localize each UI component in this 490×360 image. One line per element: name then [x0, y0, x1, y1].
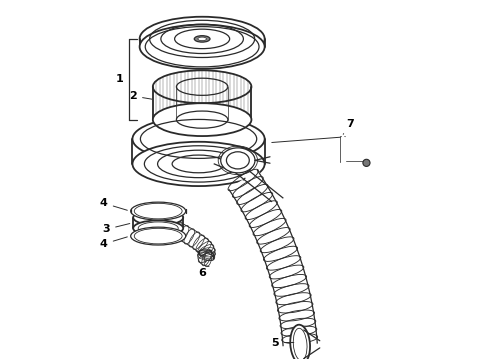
Text: 4: 4: [100, 198, 127, 210]
Ellipse shape: [133, 220, 183, 236]
Polygon shape: [342, 137, 345, 162]
Ellipse shape: [363, 159, 370, 166]
Text: 2: 2: [129, 91, 152, 101]
Text: 7: 7: [343, 118, 354, 134]
Ellipse shape: [194, 36, 210, 42]
Ellipse shape: [132, 117, 265, 161]
Polygon shape: [342, 162, 365, 164]
Ellipse shape: [153, 103, 251, 136]
Ellipse shape: [140, 24, 265, 69]
Ellipse shape: [290, 325, 310, 360]
Ellipse shape: [198, 37, 206, 41]
Text: 1: 1: [116, 74, 124, 84]
Polygon shape: [229, 170, 317, 346]
Text: 3: 3: [102, 224, 130, 234]
Ellipse shape: [131, 202, 186, 220]
Text: 6: 6: [198, 260, 206, 278]
Ellipse shape: [220, 148, 255, 173]
Ellipse shape: [131, 227, 186, 245]
Polygon shape: [174, 223, 215, 266]
Ellipse shape: [153, 70, 251, 103]
Ellipse shape: [140, 17, 265, 61]
Text: 5: 5: [271, 338, 294, 347]
Ellipse shape: [132, 142, 265, 186]
Text: 4: 4: [100, 237, 127, 249]
Ellipse shape: [133, 210, 183, 225]
